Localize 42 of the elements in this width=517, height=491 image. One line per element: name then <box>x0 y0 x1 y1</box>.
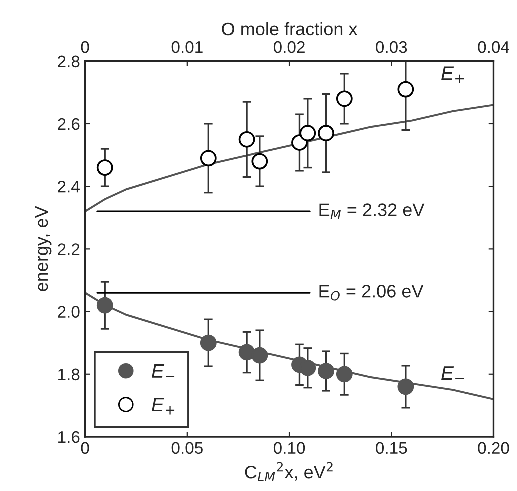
x-tick-label: 0 <box>81 442 90 454</box>
y-tick-label: 2.0 <box>58 306 80 318</box>
point <box>300 360 316 376</box>
point <box>252 347 268 364</box>
point <box>238 344 256 361</box>
ref-line-label: E$_{O}$ = 2.06 eV <box>320 285 424 301</box>
x2-tick-label: 0.02 <box>274 41 305 54</box>
x-tick-label: 0.05 <box>172 442 203 454</box>
series-label: E$_{+}$ <box>442 66 464 84</box>
y-tick-label: 1.8 <box>58 368 80 381</box>
point <box>252 153 268 170</box>
y-tick-label: 1.6 <box>58 431 80 444</box>
x-axis-title: C$_{LM}$$^{2}$x, eV$^{2}$ <box>245 462 333 482</box>
series-label: E$_{−}$ <box>442 366 464 380</box>
point <box>336 366 353 383</box>
point <box>96 160 114 176</box>
y-tick-label: 2.4 <box>58 180 80 193</box>
point <box>200 334 217 352</box>
legend-label: E$_{+}$ <box>152 398 175 415</box>
x-tick-label: 0.15 <box>376 442 408 454</box>
x2-axis-title: O mole fraction x <box>222 22 358 36</box>
point <box>300 125 316 142</box>
y-tick-label: 2.2 <box>58 244 80 256</box>
x2-tick-label: 0 <box>81 41 90 54</box>
point <box>398 378 414 396</box>
x2-tick-label: 0.01 <box>172 41 203 54</box>
x2-tick-label: 0.04 <box>478 41 510 54</box>
point <box>200 150 217 167</box>
x-tick-label: 0.10 <box>274 442 306 454</box>
point <box>238 131 256 148</box>
ref-line-label: E$_{M}$ = 2.32 eV <box>320 204 425 220</box>
y-tick-label: 2.6 <box>58 118 80 130</box>
point <box>336 90 353 108</box>
legend-label: E$_{−}$ <box>152 364 175 378</box>
point <box>318 363 334 380</box>
y-axis-title: energy, eV <box>36 206 52 292</box>
point <box>96 297 114 314</box>
x-tick-label: 0.20 <box>478 442 510 454</box>
x2-tick-label: 0.03 <box>376 41 408 54</box>
point <box>318 125 334 142</box>
y-tick-label: 2.8 <box>58 56 80 68</box>
point <box>398 81 414 98</box>
